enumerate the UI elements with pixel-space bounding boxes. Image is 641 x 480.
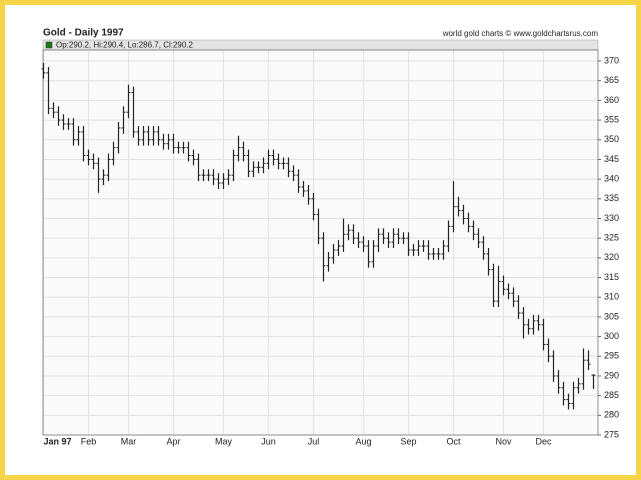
y-tick-label: 330 xyxy=(604,213,619,223)
y-tick-label: 365 xyxy=(604,75,619,85)
legend-text: Op:290.2, Hi:290.4, Lo:286.7, Cl:290.2 xyxy=(56,41,194,50)
x-tick-label: Sep xyxy=(400,436,416,446)
x-tick-label: Jan 97 xyxy=(44,436,72,446)
y-tick-label: 340 xyxy=(604,173,619,183)
y-tick-label: 345 xyxy=(604,154,619,164)
y-tick-label: 335 xyxy=(604,193,619,203)
source: world gold charts © www.goldchartsrus.co… xyxy=(442,29,599,38)
y-tick-label: 355 xyxy=(604,114,619,124)
y-tick-label: 310 xyxy=(604,292,619,302)
y-tick-label: 285 xyxy=(604,390,619,400)
y-tick-label: 370 xyxy=(604,55,619,65)
y-tick-label: 280 xyxy=(604,410,619,420)
x-tick-label: Dec xyxy=(535,436,552,446)
x-tick-label: Aug xyxy=(355,436,371,446)
plot-border xyxy=(42,49,599,436)
x-tick-label: Feb xyxy=(81,436,97,446)
y-tick-label: 305 xyxy=(604,311,619,321)
x-tick-label: Jul xyxy=(308,436,320,446)
legend-swatch xyxy=(45,41,53,49)
plot-area xyxy=(43,50,598,435)
y-tick-label: 360 xyxy=(604,95,619,105)
y-tick-label: 290 xyxy=(604,370,619,380)
y-tick-label: 350 xyxy=(604,134,619,144)
y-tick-label: 300 xyxy=(604,331,619,341)
y-tick-label: 275 xyxy=(604,429,619,439)
y-tick-label: 325 xyxy=(604,233,619,243)
x-tick-label: Apr xyxy=(166,436,180,446)
x-tick-label: Mar xyxy=(121,436,137,446)
x-tick-label: Nov xyxy=(495,436,512,446)
x-tick-label: May xyxy=(215,436,233,446)
y-tick-label: 320 xyxy=(604,252,619,262)
x-tick-label: Jun xyxy=(261,436,276,446)
y-tick-label: 315 xyxy=(604,272,619,282)
x-tick-label: Oct xyxy=(446,436,461,446)
y-tick-label: 295 xyxy=(604,351,619,361)
chart-title: Gold - Daily 1997 xyxy=(43,28,124,39)
